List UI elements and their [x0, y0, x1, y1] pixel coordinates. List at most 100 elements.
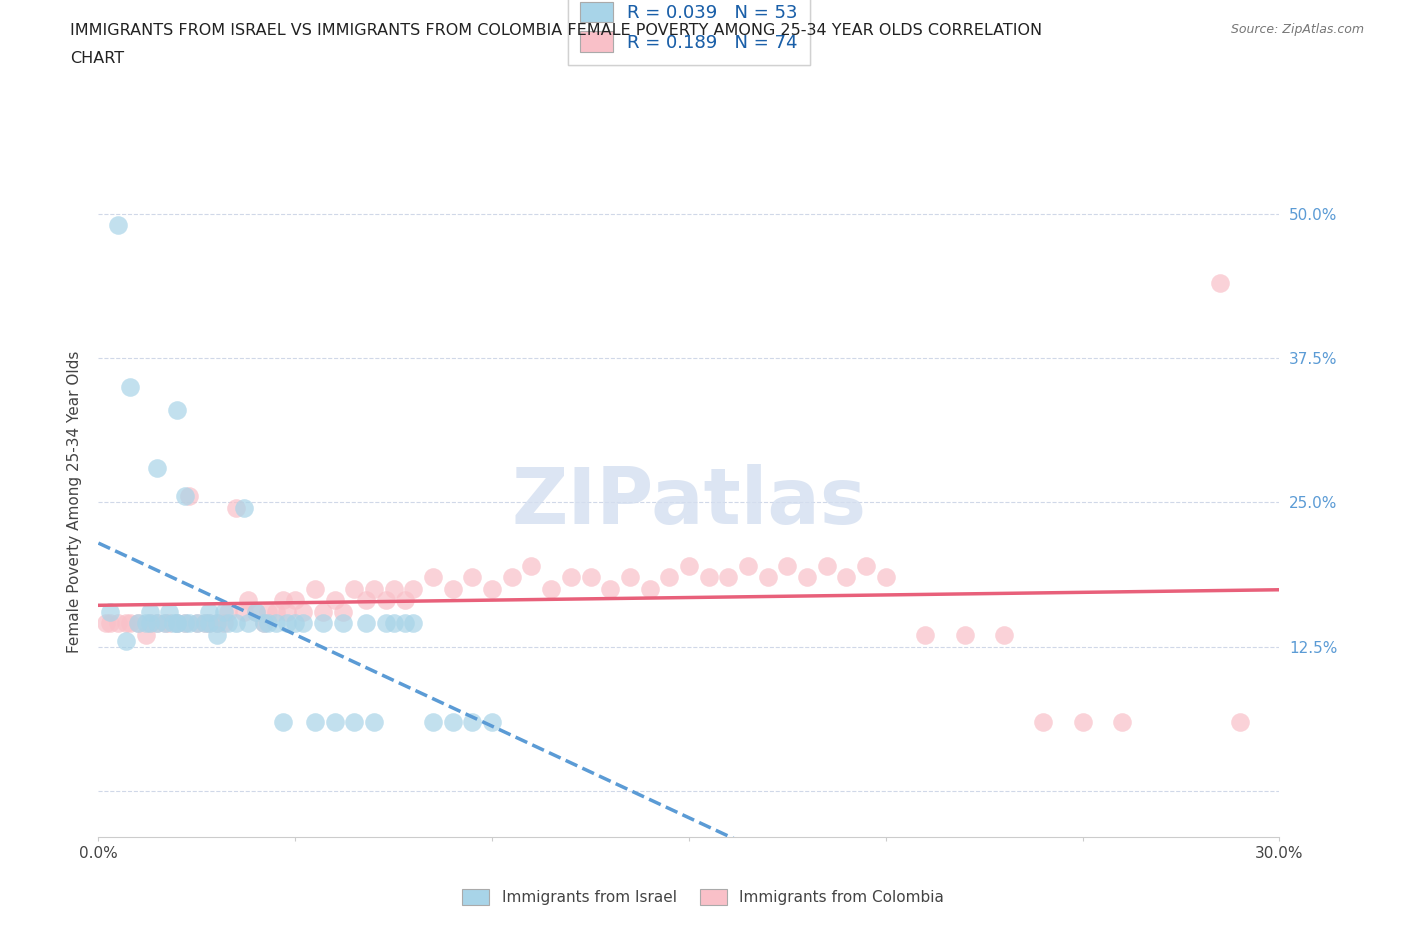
- Point: [174, 616, 197, 631]
- Point: [197, 616, 219, 631]
- Point: [146, 460, 169, 475]
- Point: [96, 616, 118, 631]
- Point: [1111, 714, 1133, 729]
- Point: [98, 616, 121, 631]
- Point: [1071, 714, 1094, 729]
- Point: [501, 570, 523, 585]
- Point: [1032, 714, 1054, 729]
- Point: [233, 500, 256, 515]
- Point: [194, 616, 217, 631]
- Point: [174, 489, 197, 504]
- Point: [177, 616, 200, 631]
- Point: [481, 581, 503, 596]
- Point: [115, 633, 138, 648]
- Point: [135, 628, 157, 643]
- Text: ZIPatlas: ZIPatlas: [512, 464, 866, 540]
- Point: [323, 593, 346, 608]
- Point: [146, 616, 169, 631]
- Point: [717, 570, 740, 585]
- Point: [323, 714, 346, 729]
- Point: [205, 616, 228, 631]
- Point: [284, 593, 307, 608]
- Text: Source: ZipAtlas.com: Source: ZipAtlas.com: [1230, 23, 1364, 36]
- Point: [166, 616, 188, 631]
- Point: [264, 604, 287, 619]
- Point: [658, 570, 681, 585]
- Text: IMMIGRANTS FROM ISRAEL VS IMMIGRANTS FROM COLOMBIA FEMALE POVERTY AMONG 25-34 YE: IMMIGRANTS FROM ISRAEL VS IMMIGRANTS FRO…: [70, 23, 1042, 38]
- Point: [174, 616, 197, 631]
- Point: [855, 558, 877, 573]
- Point: [756, 570, 779, 585]
- Point: [236, 593, 259, 608]
- Point: [363, 714, 385, 729]
- Point: [98, 604, 121, 619]
- Point: [146, 616, 169, 631]
- Point: [166, 616, 188, 631]
- Point: [599, 581, 621, 596]
- Point: [177, 489, 200, 504]
- Point: [236, 616, 259, 631]
- Point: [284, 616, 307, 631]
- Point: [312, 604, 335, 619]
- Point: [394, 616, 416, 631]
- Point: [776, 558, 799, 573]
- Point: [273, 593, 295, 608]
- Point: [953, 628, 976, 643]
- Point: [264, 616, 287, 631]
- Point: [461, 714, 484, 729]
- Point: [374, 593, 396, 608]
- Point: [127, 616, 149, 631]
- Point: [914, 628, 936, 643]
- Point: [520, 558, 543, 573]
- Point: [422, 570, 444, 585]
- Point: [1229, 714, 1251, 729]
- Point: [214, 616, 236, 631]
- Point: [194, 616, 217, 631]
- Point: [402, 581, 425, 596]
- Text: CHART: CHART: [70, 51, 124, 66]
- Point: [273, 714, 295, 729]
- Point: [217, 616, 239, 631]
- Point: [127, 616, 149, 631]
- Point: [796, 570, 818, 585]
- Point: [304, 581, 326, 596]
- Point: [155, 616, 177, 631]
- Point: [276, 616, 298, 631]
- Point: [253, 616, 276, 631]
- Point: [245, 604, 267, 619]
- Point: [382, 616, 405, 631]
- Point: [374, 616, 396, 631]
- Point: [394, 593, 416, 608]
- Point: [276, 604, 298, 619]
- Point: [107, 218, 129, 232]
- Point: [166, 616, 188, 631]
- Point: [697, 570, 720, 585]
- Point: [363, 581, 385, 596]
- Point: [118, 616, 141, 631]
- Point: [107, 616, 129, 631]
- Legend: R = 0.039   N = 53, R = 0.189   N = 74: R = 0.039 N = 53, R = 0.189 N = 74: [568, 0, 810, 65]
- Point: [233, 604, 256, 619]
- Point: [197, 604, 219, 619]
- Point: [737, 558, 759, 573]
- Point: [332, 604, 354, 619]
- Point: [304, 714, 326, 729]
- Point: [225, 616, 247, 631]
- Y-axis label: Female Poverty Among 25-34 Year Olds: Female Poverty Among 25-34 Year Olds: [67, 351, 83, 654]
- Point: [993, 628, 1015, 643]
- Point: [138, 616, 160, 631]
- Point: [835, 570, 858, 585]
- Point: [253, 616, 276, 631]
- Point: [579, 570, 602, 585]
- Point: [815, 558, 838, 573]
- Point: [354, 593, 377, 608]
- Point: [678, 558, 700, 573]
- Point: [186, 616, 208, 631]
- Point: [155, 616, 177, 631]
- Point: [157, 604, 180, 619]
- Point: [157, 616, 180, 631]
- Point: [197, 616, 219, 631]
- Point: [638, 581, 661, 596]
- Point: [292, 616, 315, 631]
- Point: [402, 616, 425, 631]
